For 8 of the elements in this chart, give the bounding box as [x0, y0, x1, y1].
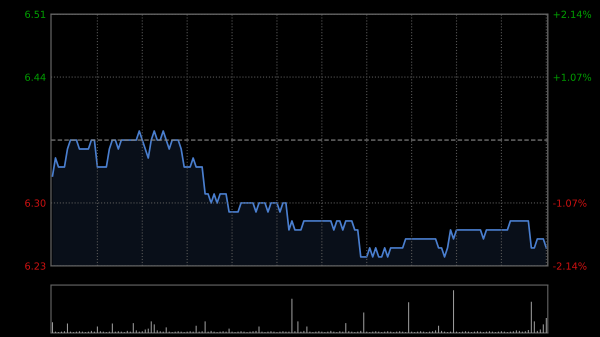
y-tick-label: 6.30 — [25, 199, 46, 207]
y2-tick-label: +1.07% — [554, 74, 592, 81]
y2-tick-label: -1.07% — [553, 199, 587, 207]
y-tick-label: 6.44 — [25, 74, 46, 81]
y-tick-label: 6.51 — [25, 10, 46, 18]
y-tick-label: 6.23 — [25, 262, 46, 270]
y2-tick-label: -2.14% — [553, 262, 587, 270]
y2-tick-label: +2.14% — [554, 10, 592, 18]
